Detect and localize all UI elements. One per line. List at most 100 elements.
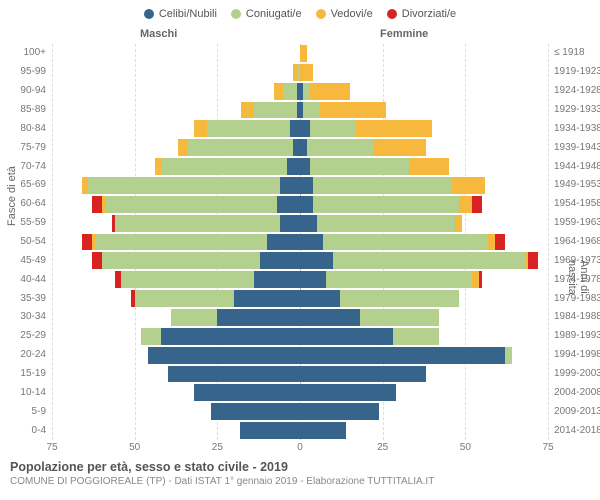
- bar-segment: [277, 196, 300, 213]
- birth-year-tick: 2009-2013: [554, 407, 600, 417]
- legend-label: Divorziati/e: [402, 8, 456, 20]
- birth-year-tick: 1984-1988: [554, 312, 600, 322]
- pyramid-row: [52, 421, 548, 440]
- female-bar: [300, 422, 346, 439]
- legend-label: Celibi/Nubili: [159, 8, 217, 20]
- male-bar: [240, 422, 300, 439]
- male-bar: [171, 309, 300, 326]
- legend-item: Celibi/Nubili: [144, 8, 217, 20]
- bar-segment: [102, 252, 261, 269]
- male-bar: [148, 347, 300, 364]
- birth-year-tick: 1954-1958: [554, 199, 600, 209]
- bar-segment: [300, 347, 505, 364]
- bar-segment: [260, 252, 300, 269]
- female-bar: [300, 45, 307, 62]
- bar-segment: [274, 83, 284, 100]
- pyramid-row: [52, 176, 548, 195]
- bar-segment: [161, 328, 300, 345]
- bar-segment: [472, 196, 482, 213]
- age-tick: 60-64: [0, 199, 46, 209]
- x-tick: 75: [46, 442, 57, 453]
- female-bar: [300, 64, 313, 81]
- male-bar: [155, 158, 300, 175]
- birth-year-tick: 1999-2003: [554, 369, 600, 379]
- pyramid-row: [52, 44, 548, 63]
- birth-year-tick: 1939-1943: [554, 143, 600, 153]
- bar-segment: [300, 366, 426, 383]
- legend-item: Coniugati/e: [231, 8, 302, 20]
- legend-swatch: [231, 9, 241, 19]
- pyramid-row: [52, 365, 548, 384]
- bar-segment: [528, 252, 538, 269]
- population-pyramid-chart: Celibi/NubiliConiugati/eVedovi/eDivorzia…: [0, 0, 600, 500]
- male-bar: [168, 366, 300, 383]
- female-bar: [300, 102, 386, 119]
- bar-segment: [340, 290, 459, 307]
- bar-segment: [313, 196, 458, 213]
- bar-segment: [300, 422, 346, 439]
- bar-segment: [459, 196, 472, 213]
- bar-segment: [300, 384, 396, 401]
- bar-segment: [300, 403, 379, 420]
- age-tick: 50-54: [0, 237, 46, 247]
- age-tick: 30-34: [0, 312, 46, 322]
- male-bar: [92, 196, 300, 213]
- female-bar: [300, 120, 432, 137]
- birth-year-tick: 1994-1998: [554, 350, 600, 360]
- birth-year-tick: 2004-2008: [554, 388, 600, 398]
- pyramid-row: [52, 327, 548, 346]
- legend-item: Divorziati/e: [387, 8, 456, 20]
- pyramid-row: [52, 383, 548, 402]
- plot-area: [52, 44, 548, 440]
- bar-segment: [409, 158, 449, 175]
- bar-segment: [326, 271, 471, 288]
- bar-segment: [240, 422, 300, 439]
- bar-segment: [217, 309, 300, 326]
- bar-segment: [317, 215, 456, 232]
- age-tick: 40-44: [0, 275, 46, 285]
- birth-year-tick: 1929-1933: [554, 105, 600, 115]
- age-tick: 75-79: [0, 143, 46, 153]
- bar-segment: [300, 290, 340, 307]
- birth-year-axis: ≤ 19181919-19231924-19281929-19331934-19…: [550, 44, 600, 440]
- bar-segment: [488, 234, 495, 251]
- chart-subtitle: COMUNE DI POGGIOREALE (TP) - Dati ISTAT …: [10, 476, 590, 487]
- bar-segment: [234, 290, 300, 307]
- x-tick: 50: [460, 442, 471, 453]
- male-bar: [112, 215, 300, 232]
- birth-year-tick: 1934-1938: [554, 124, 600, 134]
- male-bar: [211, 403, 300, 420]
- bar-segment: [323, 234, 488, 251]
- bar-segment: [300, 234, 323, 251]
- bar-segment: [479, 271, 482, 288]
- bar-segment: [310, 158, 409, 175]
- age-tick: 45-49: [0, 256, 46, 266]
- chart-title: Popolazione per età, sesso e stato civil…: [10, 460, 590, 474]
- birth-year-tick: 1969-1973: [554, 256, 600, 266]
- bar-segment: [373, 139, 426, 156]
- x-tick: 50: [129, 442, 140, 453]
- bar-segment: [115, 215, 280, 232]
- female-bar: [300, 215, 462, 232]
- bar-segment: [303, 102, 320, 119]
- legend-swatch: [387, 9, 397, 19]
- pyramid-row: [52, 308, 548, 327]
- bar-segment: [452, 177, 485, 194]
- pyramid-row: [52, 63, 548, 82]
- birth-year-tick: 1989-1993: [554, 331, 600, 341]
- male-bar: [82, 177, 300, 194]
- pyramid-row: [52, 289, 548, 308]
- bar-segment: [178, 139, 188, 156]
- pyramid-row: [52, 233, 548, 252]
- female-bar: [300, 83, 350, 100]
- birth-year-tick: ≤ 1918: [554, 48, 600, 58]
- bar-segment: [300, 139, 307, 156]
- pyramid-row: [52, 157, 548, 176]
- bar-segment: [300, 271, 326, 288]
- birth-year-tick: 1949-1953: [554, 180, 600, 190]
- bar-segment: [310, 83, 350, 100]
- bar-segment: [333, 252, 525, 269]
- male-bar: [141, 328, 300, 345]
- age-tick: 25-29: [0, 331, 46, 341]
- pyramid-row: [52, 101, 548, 120]
